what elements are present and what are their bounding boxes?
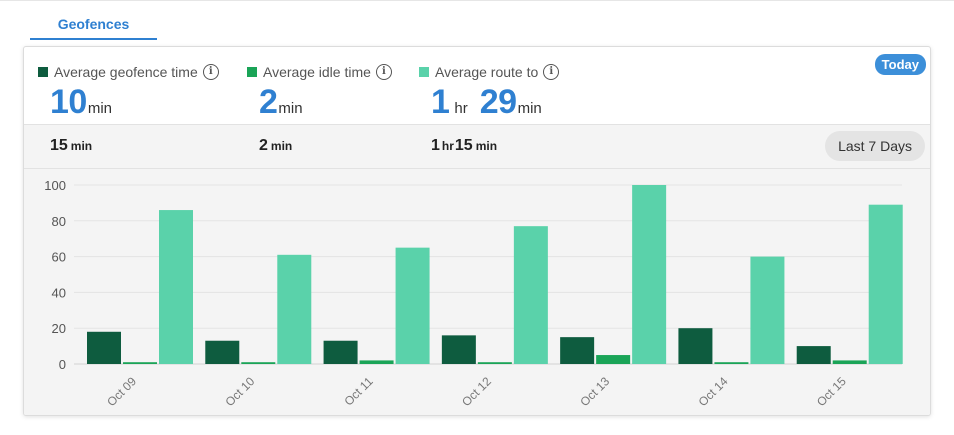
prev-value: 2 (259, 137, 268, 154)
prev-minutes-unit: min (475, 139, 498, 153)
prev-unit: min (70, 139, 93, 153)
info-icon[interactable]: i (202, 64, 219, 80)
metric-idle-time: Average idle time i 2min (247, 63, 392, 122)
prev-idle-time: 2 min (259, 137, 292, 155)
bar (123, 362, 157, 364)
bar (323, 340, 358, 364)
prev-route-time: 1 hr15 min (431, 137, 497, 155)
metric-route-time: Average route to i 1 hr 29min (419, 63, 560, 122)
metric-value: 2 (259, 83, 278, 121)
chart-area: 0 20 40 60 80 100 Oct 09 Oct 10 Oct 11 Oct 12 Oct … (24, 169, 930, 415)
prev-hours: 1 (431, 137, 440, 154)
metric-label: Average route to (435, 64, 539, 80)
comparison-row: 15 min 2 min 1 hr15 min Last 7 Days (24, 124, 930, 169)
bar (241, 362, 276, 364)
x-tick-label: Oct 12 (459, 374, 494, 409)
x-tick-label: Oct 13 (577, 374, 612, 409)
metric-value-minutes: 29 (479, 83, 517, 121)
legend-swatch-route (419, 67, 429, 77)
bar (477, 362, 512, 364)
bar (513, 226, 548, 364)
metric-value: 10 (50, 83, 87, 121)
x-tick-label: Oct 14 (696, 374, 731, 409)
today-badge[interactable]: Today (874, 54, 926, 75)
bar (750, 256, 785, 364)
prev-geofence-time: 15 min (50, 137, 92, 155)
prev-minutes: 15 (454, 137, 473, 154)
bar-chart: 0 20 40 60 80 100 Oct 09 Oct 10 Oct 11 Oct 12 Oct … (44, 178, 903, 409)
metric-geofence-time: Average geofence time i 10min (38, 63, 219, 122)
summary-row: Average geofence time i 10min Average id… (24, 47, 930, 124)
metric-unit-minutes: min (517, 100, 542, 117)
y-tick-label: 20 (52, 321, 66, 336)
prev-hours-unit: hr (441, 139, 454, 153)
bar (714, 362, 749, 364)
x-tick-label: Oct 10 (223, 374, 258, 409)
legend-swatch-idle (247, 67, 257, 77)
y-tick-label: 40 (52, 285, 66, 300)
bar (560, 337, 595, 364)
prev-value: 15 (50, 137, 68, 154)
y-tick-label: 0 (59, 357, 66, 372)
geofence-stats-card: Average geofence time i 10min Average id… (23, 46, 931, 416)
info-icon[interactable]: i (543, 64, 560, 80)
metric-label: Average idle time (263, 64, 371, 80)
metric-unit-hours: hr (454, 100, 468, 117)
metric-label: Average geofence time (54, 64, 198, 80)
y-tick-label: 100 (44, 178, 66, 193)
y-tick-label: 80 (52, 214, 66, 229)
bar (678, 328, 713, 364)
bar (832, 360, 867, 364)
date-range-button[interactable]: Last 7 Days (825, 131, 925, 161)
tab-bar: Geofences (0, 0, 954, 40)
x-tick-label: Oct 11 (341, 374, 375, 408)
bar (205, 340, 240, 364)
metric-value-hours: 1 (431, 83, 450, 121)
bar (159, 210, 193, 364)
bar (359, 360, 394, 364)
legend-swatch-geofence (38, 67, 48, 77)
bar (395, 247, 430, 364)
tab-geofences[interactable]: Geofences (30, 14, 157, 40)
bar (596, 355, 631, 364)
bar (277, 254, 312, 364)
y-tick-label: 60 (52, 250, 66, 265)
metric-unit: min (278, 100, 303, 117)
bar (441, 335, 476, 364)
info-icon[interactable]: i (375, 64, 392, 80)
x-tick-label: Oct 15 (814, 374, 849, 409)
x-tick-label: Oct 09 (104, 374, 139, 409)
prev-unit: min (270, 139, 293, 153)
bar (87, 331, 121, 364)
top-divider (0, 0, 954, 1)
bar (632, 185, 667, 364)
metric-unit: min (87, 100, 112, 117)
bar (868, 204, 903, 364)
bar (796, 346, 831, 364)
